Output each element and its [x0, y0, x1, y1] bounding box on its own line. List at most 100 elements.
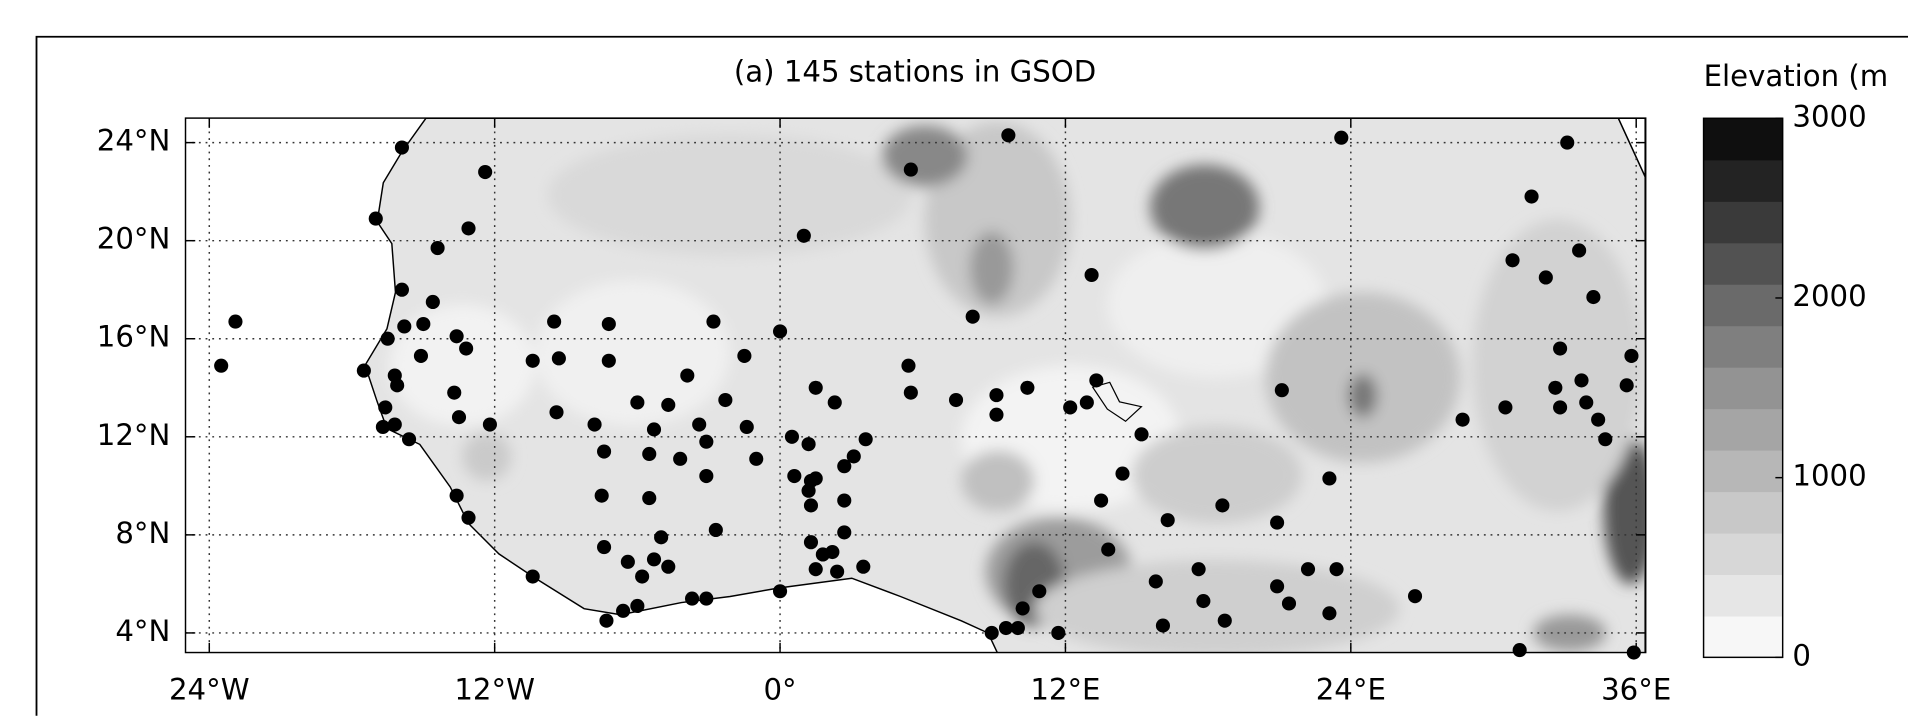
station-point — [1574, 373, 1589, 388]
station-point — [616, 603, 631, 618]
colorbar-frame — [1702, 117, 1784, 659]
station-point — [1524, 189, 1539, 204]
station-point — [459, 341, 474, 356]
station-point — [482, 417, 497, 432]
station-point — [903, 385, 918, 400]
station-point — [673, 451, 688, 466]
station-point — [1598, 432, 1613, 447]
station-point — [635, 569, 650, 584]
map-frame — [184, 117, 1647, 654]
station-point — [1089, 373, 1104, 388]
station-point — [989, 388, 1004, 403]
station-point — [1032, 584, 1047, 599]
station-point — [461, 221, 476, 236]
station-point — [525, 569, 540, 584]
station-point — [425, 294, 440, 310]
station-point — [646, 552, 662, 567]
station-point — [661, 559, 676, 574]
station-point — [549, 405, 564, 420]
station-point — [599, 613, 614, 628]
station-point — [685, 591, 700, 606]
station-point — [772, 584, 788, 599]
station-point — [551, 351, 566, 366]
colorbar-band — [1703, 450, 1783, 493]
lake-chad — [1091, 381, 1143, 423]
station-point — [965, 309, 980, 324]
station-point — [718, 392, 733, 408]
station-point — [837, 493, 852, 508]
station-point — [1020, 380, 1035, 395]
station-point — [654, 530, 669, 545]
station-point — [646, 422, 662, 437]
y-tick-label: 16°N — [97, 320, 171, 354]
station-point — [1101, 542, 1116, 557]
station-point — [1115, 466, 1130, 481]
station-point — [1407, 589, 1423, 604]
station-point — [378, 400, 393, 415]
station-point — [856, 559, 871, 574]
station-point — [525, 353, 540, 368]
station-point — [1553, 341, 1568, 356]
station-point — [1094, 493, 1109, 508]
station-point — [1322, 471, 1337, 486]
station-point — [1015, 601, 1030, 616]
station-point — [825, 544, 840, 560]
station-point — [368, 211, 383, 226]
station-point — [837, 459, 852, 474]
station-point — [394, 282, 409, 297]
station-point — [801, 437, 816, 452]
station-point — [228, 314, 243, 329]
station-point — [1498, 400, 1513, 415]
station-point — [827, 395, 842, 410]
station-point — [356, 363, 371, 378]
station-point — [1586, 290, 1601, 305]
station-point — [451, 410, 467, 425]
station-point — [1548, 380, 1563, 395]
station-point — [1572, 243, 1587, 258]
station-point — [394, 140, 409, 155]
station-point — [784, 429, 800, 444]
figure-frame — [35, 35, 1908, 716]
station-point — [1270, 515, 1285, 530]
y-tick-label: 12°N — [97, 418, 171, 452]
station-point — [1084, 267, 1099, 283]
station-point — [1591, 412, 1606, 427]
station-point — [1079, 395, 1094, 410]
station-point — [1455, 412, 1470, 427]
station-point — [594, 488, 609, 503]
station-point — [803, 498, 819, 513]
station-point — [680, 368, 695, 383]
station-point — [858, 432, 873, 447]
station-point — [630, 598, 645, 614]
station-point — [737, 348, 752, 363]
station-point — [478, 164, 493, 180]
colorbar-band — [1703, 201, 1783, 244]
station-point — [699, 434, 714, 449]
station-point — [901, 358, 916, 373]
station-point — [1560, 135, 1575, 150]
station-point — [1160, 513, 1175, 528]
station-point — [597, 540, 612, 555]
station-point — [413, 348, 429, 363]
station-point — [620, 554, 635, 569]
station-point — [1001, 128, 1016, 143]
station-point — [989, 407, 1004, 422]
station-point — [808, 380, 823, 395]
x-tick-label: 24°E — [1316, 672, 1386, 706]
station-point — [1270, 579, 1285, 594]
colorbar-band — [1703, 574, 1783, 617]
station-point — [447, 385, 462, 400]
station-point — [1215, 498, 1230, 513]
station-point — [787, 468, 802, 484]
station-point — [1148, 574, 1163, 589]
y-tick-label: 8°N — [115, 516, 170, 550]
x-tick-label: 12°W — [454, 672, 535, 706]
colorbar: 0 1000 2000 3000 — [1702, 99, 1867, 672]
station-point — [416, 316, 431, 332]
station-point — [1191, 562, 1206, 577]
colorbar-band — [1703, 408, 1783, 451]
station-point — [1512, 643, 1527, 658]
station-point — [1553, 400, 1568, 415]
